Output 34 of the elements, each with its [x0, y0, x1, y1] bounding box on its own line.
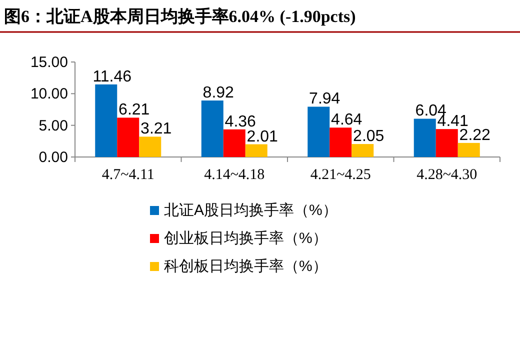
data-label: 4.36 — [224, 113, 256, 130]
legend-label: 创业板日均换手率（%） — [164, 230, 328, 247]
bar — [95, 84, 118, 157]
data-label: 11.46 — [92, 68, 132, 86]
bar — [414, 118, 436, 157]
legend-label: 科创板日均换手率（%） — [164, 258, 328, 275]
y-tick-label: 15.00 — [30, 54, 68, 71]
x-tick-label: 4.21~4.25 — [310, 167, 371, 183]
data-label: 4.64 — [331, 112, 362, 129]
data-label: 8.92 — [202, 84, 234, 102]
bar — [223, 129, 246, 157]
legend-label: 北证A股日均换手率（%） — [164, 202, 338, 219]
data-label: 2.01 — [246, 128, 278, 146]
bar — [117, 118, 140, 157]
chart-title: 图6：北证A股本周日均换手率6.04% (-1.90pcts) — [4, 7, 356, 26]
data-label: 7.94 — [309, 90, 340, 108]
bar — [308, 106, 330, 157]
bar — [139, 136, 162, 157]
bar — [436, 129, 458, 157]
y-tick-label: 0.00 — [38, 149, 68, 166]
data-label: 2.22 — [459, 126, 491, 144]
bar — [458, 142, 480, 157]
y-tick-label: 10.00 — [30, 86, 68, 103]
data-label: 6.21 — [118, 102, 150, 119]
y-tick-label: 5.00 — [38, 117, 68, 134]
data-label: 2.05 — [353, 128, 384, 146]
x-tick-label: 4.14~4.18 — [204, 167, 265, 183]
bar — [201, 100, 224, 157]
bar — [330, 128, 352, 157]
bar — [352, 144, 374, 157]
x-tick-label: 4.7~4.11 — [102, 167, 154, 183]
data-label: 3.21 — [140, 120, 172, 138]
x-tick-label: 4.28~4.30 — [416, 167, 478, 183]
bar — [245, 144, 268, 157]
